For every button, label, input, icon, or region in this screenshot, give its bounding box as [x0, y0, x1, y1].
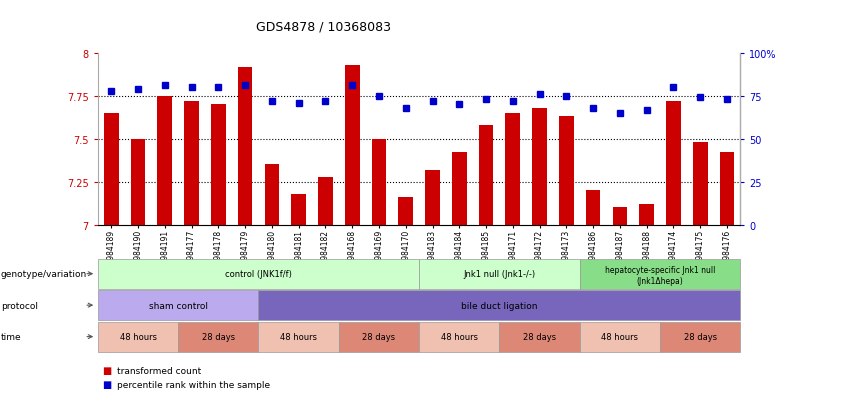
Bar [720, 153, 734, 225]
Text: 48 hours: 48 hours [280, 332, 317, 341]
Bar [478, 126, 494, 225]
Bar [291, 194, 306, 225]
Bar [666, 102, 681, 225]
Text: control (JNK1f/f): control (JNK1f/f) [225, 270, 292, 278]
Bar [693, 143, 707, 225]
Bar [104, 114, 118, 225]
Bar [613, 208, 627, 225]
Text: Jnk1 null (Jnk1-/-): Jnk1 null (Jnk1-/-) [463, 270, 535, 278]
Bar [426, 170, 440, 225]
Text: transformed count: transformed count [117, 366, 201, 375]
Bar [505, 114, 520, 225]
Bar [345, 66, 360, 225]
Text: 28 days: 28 days [683, 332, 717, 341]
Text: 28 days: 28 days [523, 332, 557, 341]
Text: hepatocyte-specific Jnk1 null: hepatocyte-specific Jnk1 null [605, 265, 715, 274]
Bar [237, 67, 253, 225]
Text: ■: ■ [102, 379, 111, 389]
Bar [532, 109, 547, 225]
Text: (Jnk1Δhepa): (Jnk1Δhepa) [637, 276, 683, 285]
Bar [265, 165, 279, 225]
Text: genotype/variation: genotype/variation [1, 270, 87, 278]
Text: ■: ■ [102, 366, 111, 375]
Bar [157, 97, 172, 225]
Text: protocol: protocol [1, 301, 37, 310]
Text: time: time [1, 332, 21, 341]
Text: sham control: sham control [149, 301, 208, 310]
Bar [184, 102, 199, 225]
Bar [211, 105, 226, 225]
Bar [131, 140, 146, 225]
Bar [452, 153, 466, 225]
Bar [639, 204, 654, 225]
Text: 28 days: 28 days [202, 332, 235, 341]
Text: 48 hours: 48 hours [119, 332, 157, 341]
Bar [585, 191, 601, 225]
Text: percentile rank within the sample: percentile rank within the sample [117, 380, 270, 389]
Bar [372, 140, 386, 225]
Text: GDS4878 / 10368083: GDS4878 / 10368083 [256, 20, 391, 33]
Bar [398, 198, 413, 225]
Bar [318, 177, 333, 225]
Text: 48 hours: 48 hours [602, 332, 638, 341]
Bar [559, 117, 574, 225]
Text: bile duct ligation: bile duct ligation [461, 301, 538, 310]
Text: 48 hours: 48 hours [441, 332, 477, 341]
Text: 28 days: 28 days [363, 332, 396, 341]
